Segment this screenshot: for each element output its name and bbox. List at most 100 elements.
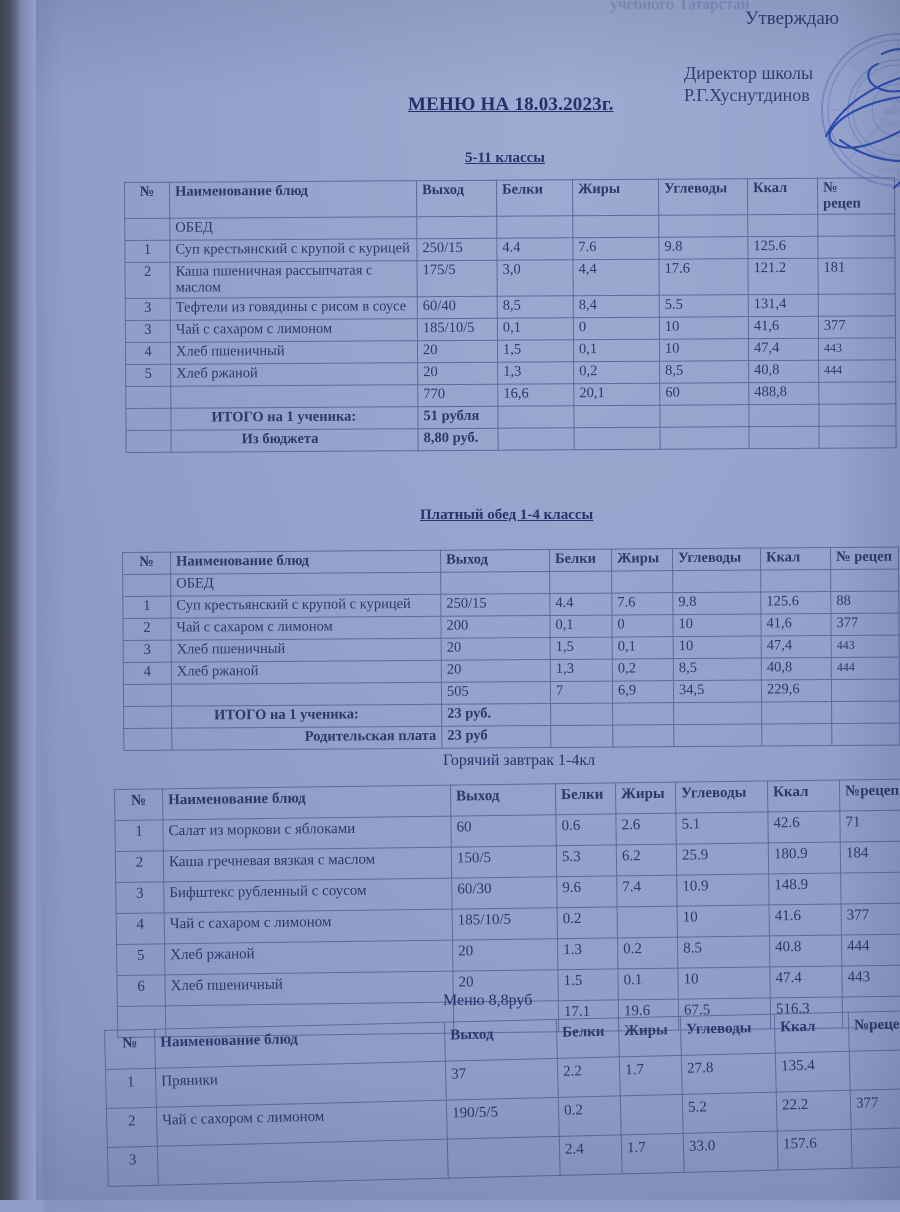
cell-dish: Каша пшеничная рассыпчатая с маслом xyxy=(169,260,418,299)
cell-yield: 20 xyxy=(417,362,498,385)
menu-table-paid-lunch-1-4: № Наименование блюд Выход Белки Жиры Угл… xyxy=(122,547,900,751)
cell-fat: 4,4 xyxy=(572,259,660,296)
col-kcal: Ккал xyxy=(747,178,818,215)
cell-num: 3 xyxy=(125,320,171,343)
cell-fat xyxy=(572,215,659,238)
col-carbs: Углеводы xyxy=(675,780,768,814)
col-num: № xyxy=(104,1029,156,1070)
cell-dish: Хлеб пшеничный xyxy=(171,638,442,663)
approve-label: Утверждаю xyxy=(745,8,839,29)
cell-dish: Хлеб пшеничный xyxy=(164,971,454,1006)
cell-dish: Чай с сахаром с лимоном xyxy=(170,616,442,641)
cell-dish: Суп крестьянский с крупой с курицей xyxy=(170,594,441,619)
cell-recipe xyxy=(817,213,895,237)
cell-kcal: 47,4 xyxy=(748,338,819,361)
section-heading-2: Платный обед 1-4 классы xyxy=(420,507,594,523)
cell-carbs: 10 xyxy=(659,316,749,340)
table-row-summary: Родительская плата 23 руб xyxy=(123,723,900,751)
cell-protein: 8,5 xyxy=(497,295,574,319)
page-title: МЕНЮ НА 18.03.2023г. xyxy=(408,94,614,115)
section-heading-3: Горячий завтрак 1-4кл xyxy=(443,752,596,769)
cell-protein: 1,3 xyxy=(497,361,574,385)
col-kcal: Ккал xyxy=(760,547,831,571)
col-num: № xyxy=(122,552,171,575)
col-dish: Наименование блюд xyxy=(169,180,417,219)
cell-dish: Хлеб ржаной xyxy=(164,940,453,975)
cell-recipe xyxy=(818,381,896,405)
col-protein: Белки xyxy=(556,1017,620,1059)
col-carbs: Углеводы xyxy=(672,548,761,571)
section-heading-1: 5-11 классы xyxy=(465,150,546,166)
cell-dish: Тефтели из говядины с рисом в соусе xyxy=(170,296,418,321)
cell-dish: Каша гречневая вязкая с маслом xyxy=(163,847,452,882)
cell-recipe xyxy=(818,293,896,317)
director-title: Директор школы xyxy=(684,63,814,83)
cell-protein xyxy=(496,215,573,239)
director-block: Директор школы Р.Г.Хуснутдинов xyxy=(684,62,813,106)
svg-text:ШКОЛА: ШКОЛА xyxy=(854,65,873,89)
cell-dish: Хлеб ржаной xyxy=(171,660,442,685)
cell-carbs: 10 xyxy=(659,338,749,362)
cell-dish: ОБЕД xyxy=(170,572,441,597)
svg-text:1021002136: 1021002136 xyxy=(878,168,900,174)
col-carbs: Углеводы xyxy=(658,178,748,216)
cell-num: 3 xyxy=(125,298,171,321)
handwritten-signature xyxy=(824,48,900,190)
col-kcal: Ккал xyxy=(774,1012,850,1054)
col-dish: Наименование блюд xyxy=(170,550,441,575)
svg-text:ШКОЛА: ШКОЛА xyxy=(885,120,900,128)
svg-text:ОБЩЕОБР.: ОБЩЕОБР. xyxy=(881,108,900,116)
col-recipe: № рецеп xyxy=(830,547,899,570)
cell-parent-fee-label: Родительская плата xyxy=(171,726,442,751)
table-header-row: № Наименование блюд Выход Белки Жиры Угл… xyxy=(124,177,895,219)
cell-num xyxy=(125,408,172,431)
cell-carbs: 9.8 xyxy=(658,236,748,260)
cell-yield: 60/40 xyxy=(417,296,498,319)
cell-kcal: 125.6 xyxy=(747,236,818,259)
col-carbs: Углеводы xyxy=(680,1014,776,1056)
cell-fat: 0 xyxy=(573,317,660,340)
cell-carbs: 60 xyxy=(659,382,749,406)
official-seal-stamp: МУНИЦИПАЛЬНОЕ ОБРАЗОВАТЕЛЬНОЕ УЧРЕЖДЕНИЕ… xyxy=(821,30,900,187)
col-fat: Жиры xyxy=(611,548,673,572)
menu-table-5-11: № Наименование блюд Выход Белки Жиры Угл… xyxy=(124,177,897,453)
col-fat: Жиры xyxy=(572,179,659,216)
cell-num: 4 xyxy=(125,342,171,365)
col-yield: Выход xyxy=(450,783,556,817)
cell-kcal: 488,8 xyxy=(748,382,819,405)
cell-yield: 175/5 xyxy=(416,260,498,297)
cell-kcal: 40,8 xyxy=(748,360,819,383)
cell-recipe: 377 xyxy=(818,315,896,339)
cell-num xyxy=(126,430,172,453)
cell-budget-value: 8,80 руб. xyxy=(418,428,499,451)
cell-dish: Хлеб ржаной xyxy=(170,362,418,387)
cell-dish: Бифштекс рубленный с соусом xyxy=(163,878,453,913)
cell-recipe xyxy=(817,235,895,259)
cell-protein: 4.4 xyxy=(496,237,573,261)
cell-dish: Чай с сахаром с лимоном xyxy=(170,318,418,343)
cell-carbs: 5.5 xyxy=(659,294,749,318)
col-recipe: №реце xyxy=(848,1010,900,1052)
cell-dish: Суп крестьянский с крупой с курицей xyxy=(169,238,417,263)
cell-yield: 20 xyxy=(417,340,498,363)
col-fat: Жиры xyxy=(618,1016,682,1057)
table-row: 2 Каша пшеничная рассыпчатая с маслом 17… xyxy=(124,257,896,299)
menu-table-8-8rub: № Наименование блюд Выход Белки Жиры Угл… xyxy=(104,1010,900,1187)
cell-kcal: 121.2 xyxy=(747,258,819,295)
cell-yield: 185/10/5 xyxy=(417,318,498,341)
cell-recipe: 443 xyxy=(818,337,896,361)
director-name: Р.Г.Хуснутдинов xyxy=(684,85,810,105)
cell-kcal: 41,6 xyxy=(748,316,819,339)
col-num: № xyxy=(114,788,163,821)
cell-dish: ОБЕД xyxy=(169,216,417,241)
cell-yield: 770 xyxy=(417,384,498,407)
col-kcal: Ккал xyxy=(767,780,840,812)
cell-dish xyxy=(170,384,418,409)
cell-protein: 16,6 xyxy=(497,383,574,407)
cell-total-label: ИТОГО на 1 ученика: xyxy=(171,704,442,729)
section-heading-4: Меню 8,8руб xyxy=(443,992,533,1009)
col-protein: Белки xyxy=(549,549,612,572)
col-protein: Белки xyxy=(555,782,616,815)
cell-recipe: 444 xyxy=(818,359,896,383)
cell-num: 5 xyxy=(125,364,171,387)
